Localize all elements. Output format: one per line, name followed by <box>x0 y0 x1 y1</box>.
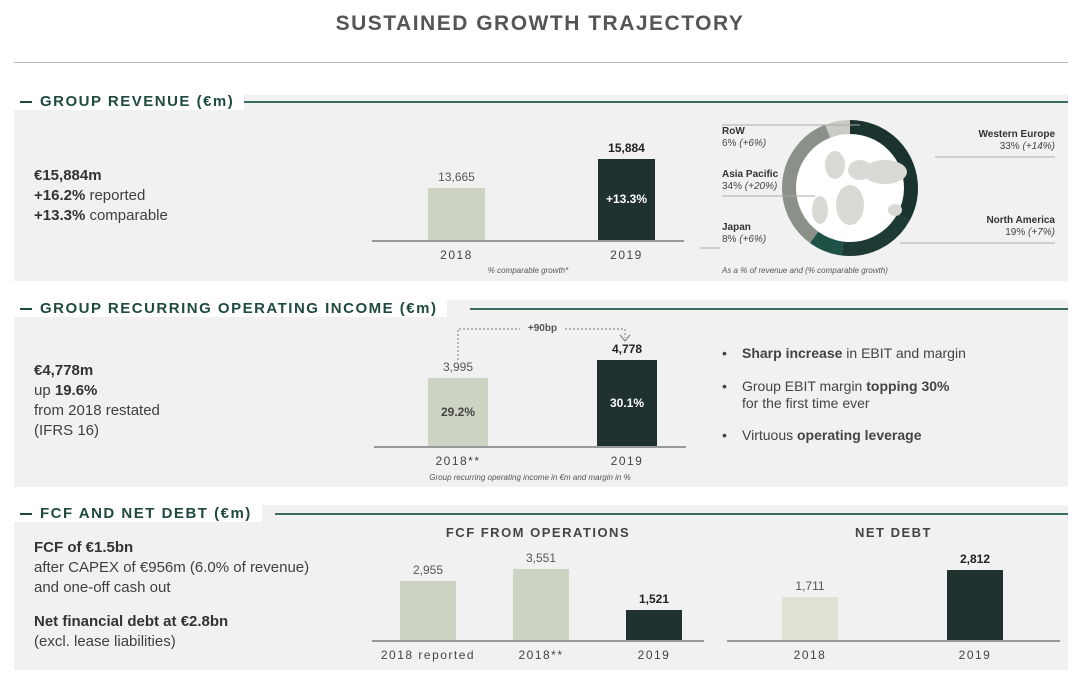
legend-value: 8% (+6%) <box>722 234 767 245</box>
x-axis <box>374 446 686 448</box>
value-label: 2,812 <box>959 551 991 566</box>
reported-label: reported <box>85 187 146 204</box>
fcf-kpi: FCF of €1.5bn after CAPEX of €956m (6.0%… <box>34 538 309 652</box>
section-line <box>275 513 1068 515</box>
x-tick-label: 2018 <box>440 248 473 262</box>
section-line <box>470 308 1068 310</box>
value-label: 3,995 <box>442 360 474 375</box>
page-title: SUSTAINED GROWTH TRAJECTORY <box>335 12 745 35</box>
legend-value: 33% (+14%) <box>999 141 1055 152</box>
bar-2019 <box>947 569 1003 640</box>
value-label: 15,884 <box>608 140 645 155</box>
donut-slice-asia-pacific <box>782 120 918 256</box>
x-axis <box>372 640 704 642</box>
x-axis <box>372 240 684 242</box>
reported-growth: +16.2% <box>34 187 86 204</box>
legend-japan: Japan 8% (+6%) <box>722 222 767 245</box>
income-kpi: €4,778m up 19.6% from 2018 restated (IFR… <box>34 362 160 439</box>
legend-asia-pacific: Asia Pacific 34% (+20%) <box>722 169 779 192</box>
legend-value: 19% (+7%) <box>1005 227 1055 238</box>
legend-row: RoW 6% (+6%) <box>722 126 767 149</box>
income-value: €4,778m <box>34 362 94 379</box>
fcf-chart-title: FCF FROM OPERATIONS <box>445 525 631 540</box>
value-label: 1,711 <box>795 579 825 594</box>
legend-western-europe: Western Europe 33% (+14%) <box>978 129 1056 152</box>
value-label: 4,778 <box>611 342 643 357</box>
net-debt-value: Net financial debt at €2.8bn <box>34 613 229 630</box>
income-bar-chart: 3,995 2018** 29.2% 4,778 2019 30.1% <box>374 342 686 468</box>
debt-chart-title: NET DEBT <box>855 525 932 540</box>
capex-text: after CAPEX of €956m (6.0% of revenue) <box>34 559 310 576</box>
income-heading: GROUP RECURRING OPERATING INCOME (€m) <box>14 300 448 317</box>
geo-donut-chart <box>700 120 1055 256</box>
legend-north-america: North America 19% (+7%) <box>986 215 1055 238</box>
x-tick-label: 2018 <box>793 648 827 662</box>
one-off-text: and one-off cash out <box>34 579 171 596</box>
revenue-value: €15,884m <box>34 167 102 184</box>
globe-icon <box>812 151 907 225</box>
donut-slice-row <box>782 120 918 256</box>
x-tick-label: 2018** <box>435 454 481 468</box>
bar-2018** <box>513 568 569 640</box>
margin-delta-arrow <box>457 328 631 360</box>
revenue-note: % comparable growth* <box>487 266 569 275</box>
value-label: 3,551 <box>525 550 557 565</box>
debt-bar-chart: 1,711 2018 2,812 2019 <box>727 540 1060 662</box>
bullet-1: Sharp increase in EBIT and margin <box>722 345 966 362</box>
bar-2018 <box>428 187 485 240</box>
revenue-heading: GROUP REVENUE (€m) <box>14 93 245 110</box>
geo-note: As a % of revenue and (% comparable grow… <box>722 266 888 275</box>
x-axis <box>727 640 1060 642</box>
x-tick-label: 2019 <box>958 648 992 662</box>
fcf-value: FCF of €1.5bn <box>34 539 134 556</box>
bullet-2: Group EBIT margin topping 30%for the fir… <box>722 378 949 412</box>
value-label: 13,665 <box>438 169 475 184</box>
x-tick-label: 2019 <box>610 454 644 468</box>
title-divider <box>14 62 1068 63</box>
legend-value: 34% (+20%) <box>722 181 778 192</box>
bar-inner-label: 30.1% <box>609 396 645 411</box>
margin-delta-label: +90bp <box>527 323 558 334</box>
comparable-label: comparable <box>85 207 168 224</box>
x-tick-label: 2019 <box>610 248 643 262</box>
x-tick-label: 2018 reported <box>380 648 476 662</box>
revenue-kpi: €15,884m +16.2% reported +13.3% comparab… <box>34 166 168 226</box>
bar-2019 <box>597 360 657 446</box>
section-line <box>240 101 1068 103</box>
donut-slice-north-america <box>782 120 918 256</box>
bar-2019 <box>626 609 682 640</box>
value-label: 1,521 <box>638 591 670 606</box>
bar-2018 <box>782 597 838 640</box>
x-tick-label: 2019 <box>637 648 671 662</box>
legend-value: 6% (+6%) <box>722 138 767 149</box>
x-tick-label: 2018** <box>518 648 564 662</box>
bar-2019 <box>598 158 655 240</box>
bullet-3: Virtuous operating leverage <box>722 427 922 444</box>
income-growth: 19.6% <box>54 382 98 399</box>
bar-inner-label: +13.3% <box>605 192 648 207</box>
revenue-bar-chart: 13,665 2018 15,884 2019 +13.3% <box>372 140 684 262</box>
fcf-bar-chart: 2,955 2018 reported 3,551 2018** 1,521 2019 <box>372 540 704 662</box>
bar-2018** <box>428 378 488 446</box>
bar-2018 reported <box>400 580 456 640</box>
fcf-heading: FCF AND NET DEBT (€m) <box>14 505 262 522</box>
comparable-growth: +13.3% <box>34 207 86 224</box>
income-standard: (IFRS 16) <box>34 422 100 439</box>
income-note: Group recurring operating income in €m a… <box>429 473 631 482</box>
income-basis: from 2018 restated <box>34 402 160 419</box>
value-label: 2,955 <box>412 562 444 577</box>
bar-inner-label: 29.2% <box>440 405 476 420</box>
lease-text: (excl. lease liabilities) <box>34 633 176 650</box>
